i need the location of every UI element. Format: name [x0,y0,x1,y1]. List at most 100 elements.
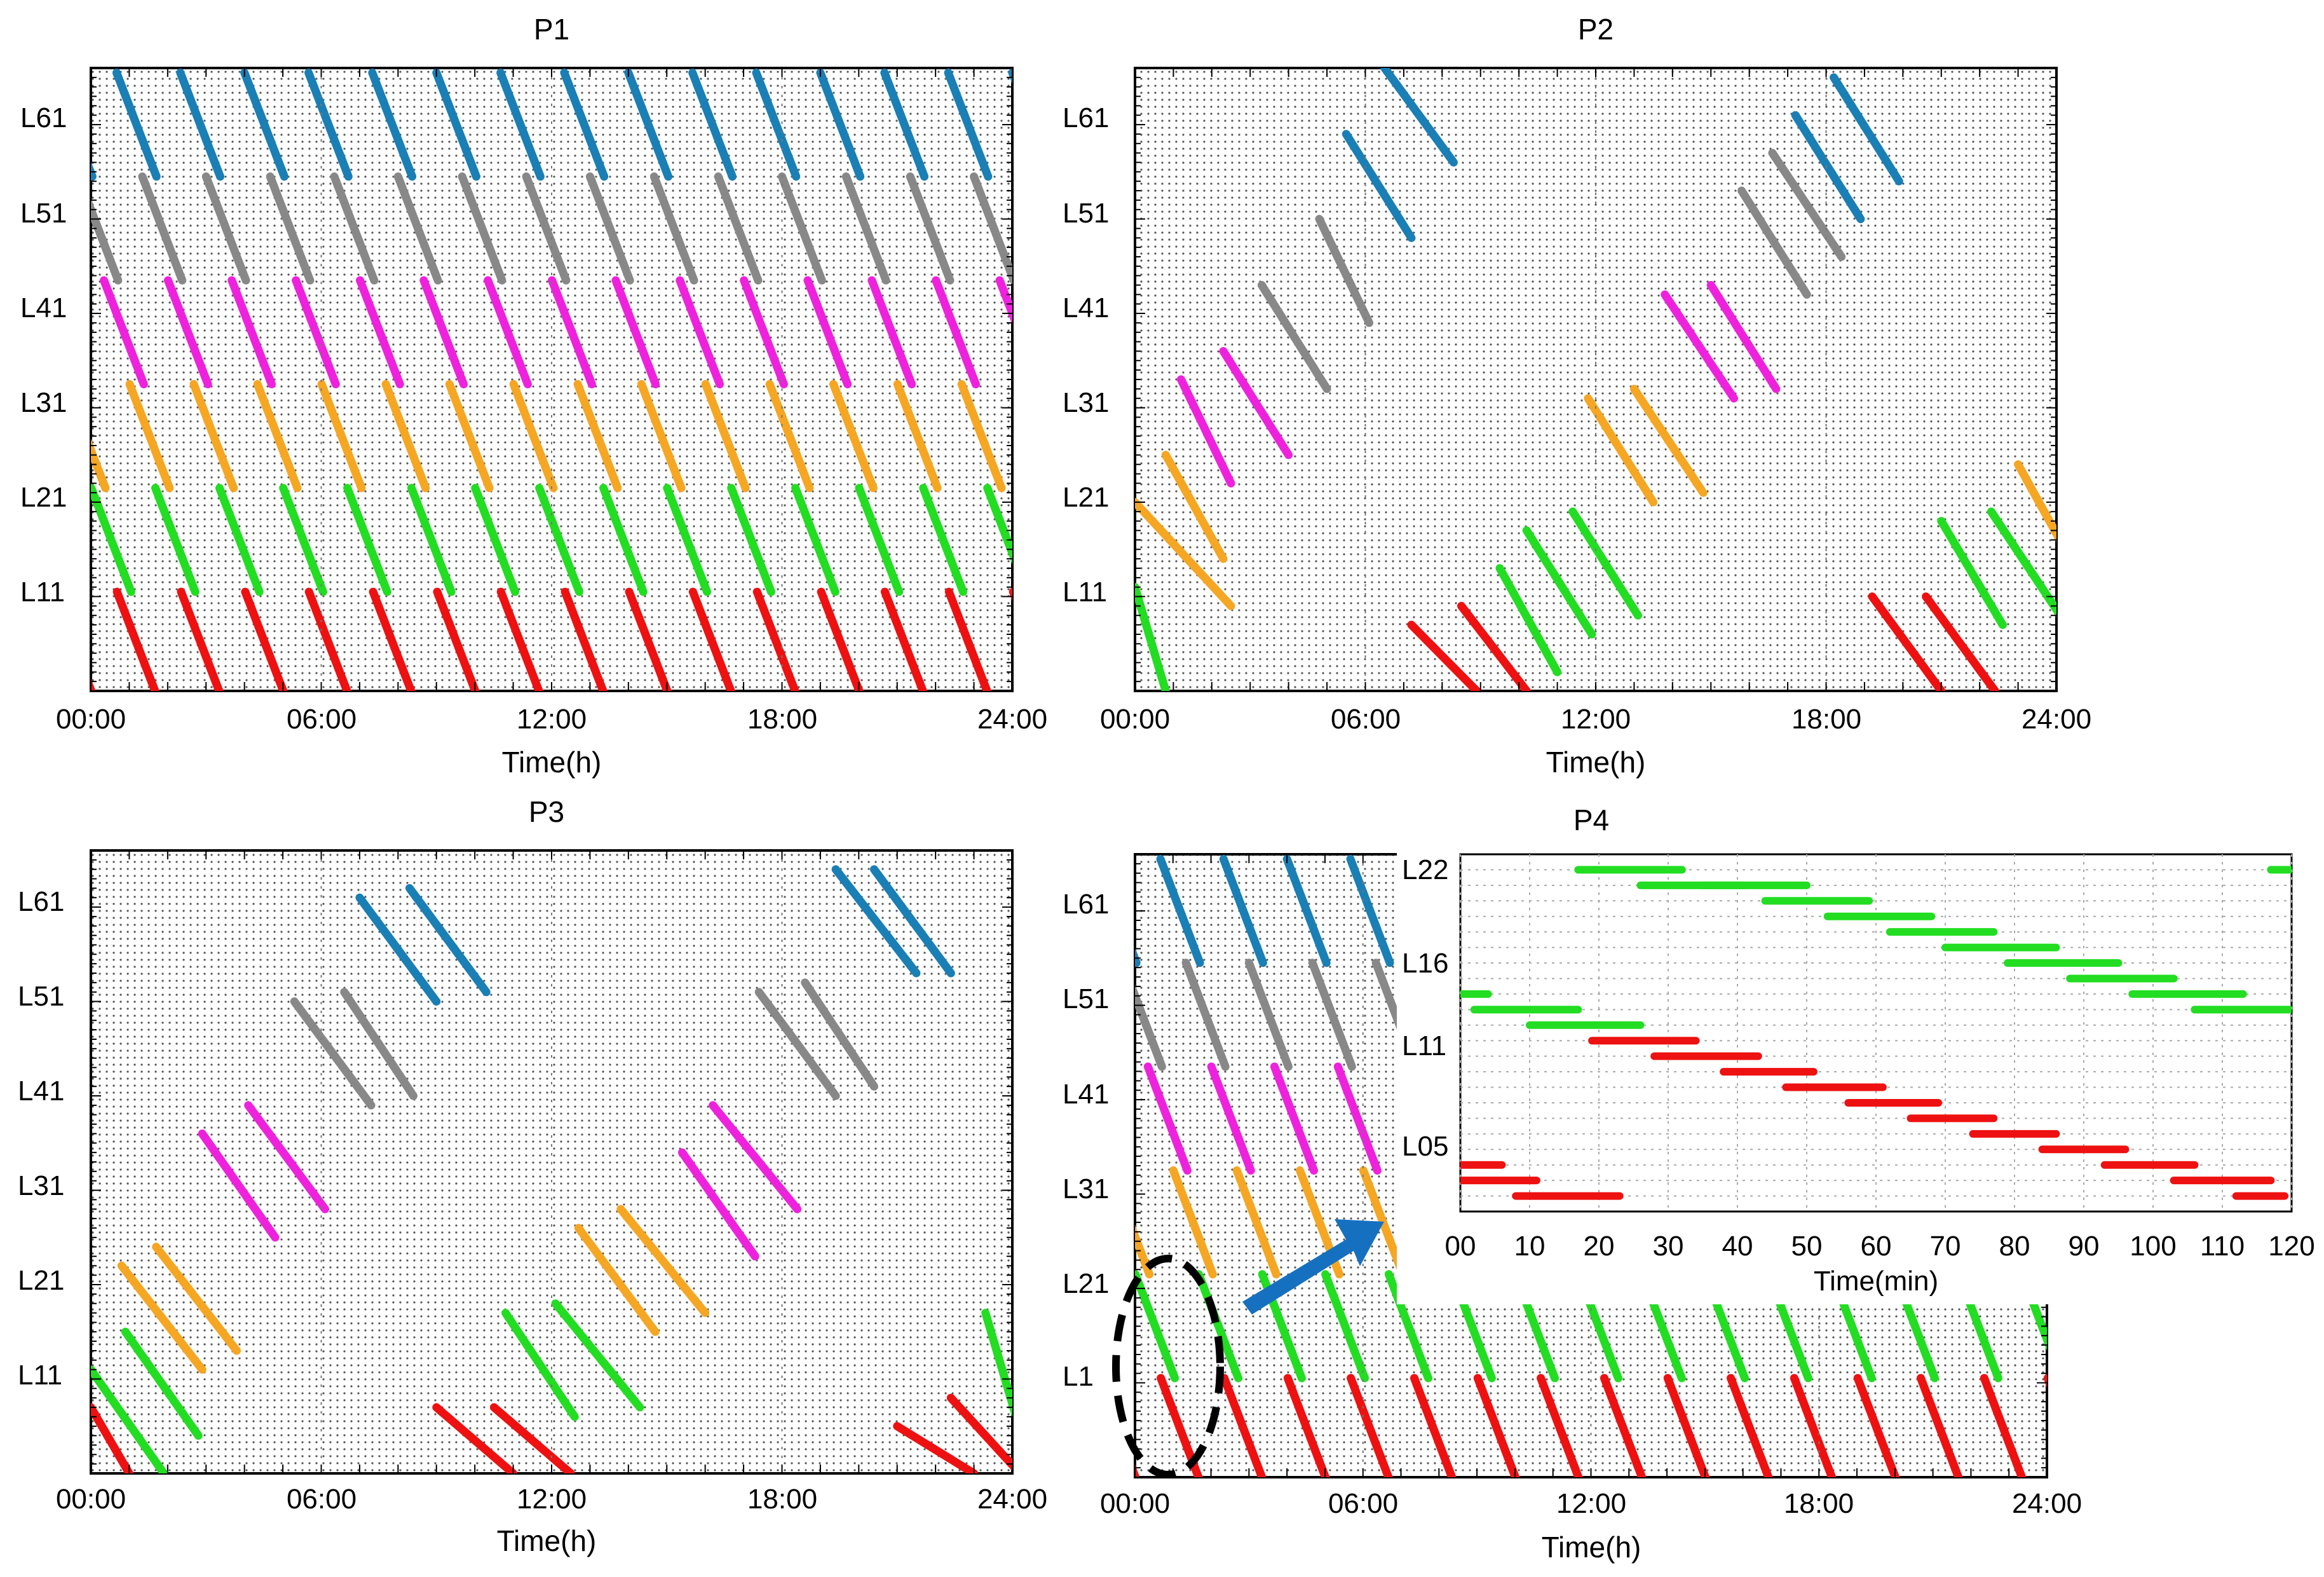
x-tick-label: 00 [1445,1231,1476,1262]
train-path-segment [709,1101,802,1213]
train-path-segment [501,1309,579,1421]
y-tick-label: L11 [18,1360,62,1391]
panel-p1-xlabel: Time(h) [502,746,602,779]
train-path-segment [1156,854,1204,967]
train-path-segment [198,1129,280,1242]
train-path-segment [1232,1166,1281,1279]
inset-series [1460,866,2292,1200]
train-path-segment [574,1224,660,1336]
y-tick-label: L11 [1402,1030,1446,1062]
y-tick-label: L41 [1063,1079,1109,1110]
train-path-segment [599,484,648,596]
y-tick-label: L31 [20,387,67,418]
y-tick-label: L61 [20,102,67,133]
train-path-segment [176,68,225,181]
train-path-segment [1457,601,1531,691]
train-path-segment [919,484,968,596]
train-path-segment [432,1403,518,1473]
y-tick-label: L11 [1063,577,1107,608]
train-path-segment [944,68,993,181]
train-path-segment [855,484,904,596]
x-tick-label: 06:00 [1331,704,1401,735]
train-path-segment [1853,1374,1900,1477]
train-path-segment [1830,73,1903,186]
train-path-segment [304,68,353,181]
train-path-segment [163,276,212,388]
train-path-segment [0,488,3,592]
train-path-segment [1308,959,1356,1071]
x-tick-label: 90 [2069,1231,2100,1262]
x-tick-label: 18:00 [1791,704,1861,735]
highlight-ellipse [1112,1255,1224,1478]
train-path-segment [1220,1374,1267,1477]
train-path-segment [1035,1378,1074,1482]
panel-p3: P3 L61 L51 L41 L31 L21 L11 00:00 06:00 1… [18,795,1047,1557]
train-path-segment [340,988,418,1100]
train-path-segment [817,587,864,691]
panel-p4: L61 L51 L41 L31 L21 L1 00:00 06:00 12:00… [1009,803,2324,1564]
train-path-segment [1026,384,1066,488]
train-path-segment [1135,984,1166,1071]
train-path-segment [701,379,750,493]
train-path-segment [1706,281,1781,393]
x-tick-label: 18:00 [747,704,817,735]
train-path-segment [1143,1062,1192,1175]
train-path-segment [1257,281,1331,393]
y-tick-label: L21 [1063,1268,1109,1299]
x-tick-label: 12:00 [517,1484,587,1515]
train-path-segment [893,379,942,493]
train-path-segment [1169,1166,1217,1279]
y-tick-label: L41 [1063,292,1109,324]
train-path-segment [1059,963,1098,1067]
train-path-segment [970,172,1012,285]
train-path-segment [1283,1374,1330,1477]
train-path-segment [625,587,672,691]
panel-p1: P1 L61 L51 L41 L31 L21 L11 00:00 06:00 1… [0,13,1066,779]
panel-p1-title: P1 [534,13,569,46]
train-path-segment [801,978,878,1091]
train-path-segment [1009,1274,1048,1378]
train-path-segment [880,68,929,181]
panel-p3-xlabel: Time(h) [497,1524,597,1557]
x-tick-label: 24:00 [977,704,1047,735]
train-path-segment [433,587,480,691]
train-path-segment [343,484,391,596]
train-path-segment [816,68,865,181]
train-path-segment [1270,1062,1319,1175]
panel-p3-title: P3 [529,795,564,828]
train-path-segment [688,68,737,181]
panel-p1-series [0,68,1066,691]
train-path-segment [957,379,1006,493]
train-path-segment [2014,460,2056,542]
train-path-segment [1194,1270,1243,1382]
train-path-segment [2110,1378,2150,1482]
panel-p2-grid [1134,67,2057,692]
y-tick-label: L51 [1063,198,1109,229]
train-path-segment [1009,587,1012,602]
x-tick-label: 12:00 [1561,704,1631,735]
train-path-segment [932,276,981,388]
x-tick-label: 120 [2268,1231,2314,1262]
train-path-segment [1008,68,1012,85]
train-path-segment [1207,1062,1255,1175]
train-path-segment [649,172,698,285]
y-tick-label: L1 [1063,1361,1094,1392]
train-path-segment [1522,526,1596,639]
train-path-segment [290,997,376,1110]
train-path-segment [91,198,123,285]
train-path-segment [279,484,327,596]
panel-p2: P2 L61 L51 L41 L31 L21 L11 00:00 06:00 1… [1063,13,2091,779]
y-tick-label: L41 [20,292,67,324]
y-tick-label: L51 [1063,983,1109,1014]
train-path-segment [1495,564,1562,676]
train-path-segment [1916,1374,1963,1477]
train-path-segment [870,865,955,978]
train-path-segment [561,587,608,691]
train-path-segment [778,172,826,285]
train-path-segment [1177,375,1235,488]
train-path-segment [841,172,890,285]
train-path-segment [944,587,992,691]
train-path-segment [91,1365,168,1473]
train-path-segment [91,484,135,596]
train-path-segment [356,276,404,388]
